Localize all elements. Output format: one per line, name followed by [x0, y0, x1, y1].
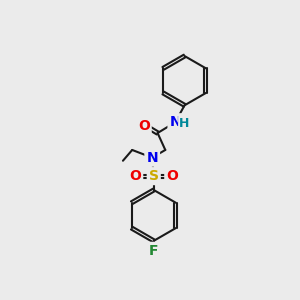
Text: S: S [149, 169, 159, 183]
Text: O: O [138, 119, 150, 133]
Text: H: H [179, 116, 190, 130]
Text: O: O [129, 169, 141, 183]
Text: N: N [169, 115, 181, 129]
Text: O: O [166, 169, 178, 183]
Text: F: F [149, 244, 158, 258]
Text: N: N [146, 151, 158, 165]
